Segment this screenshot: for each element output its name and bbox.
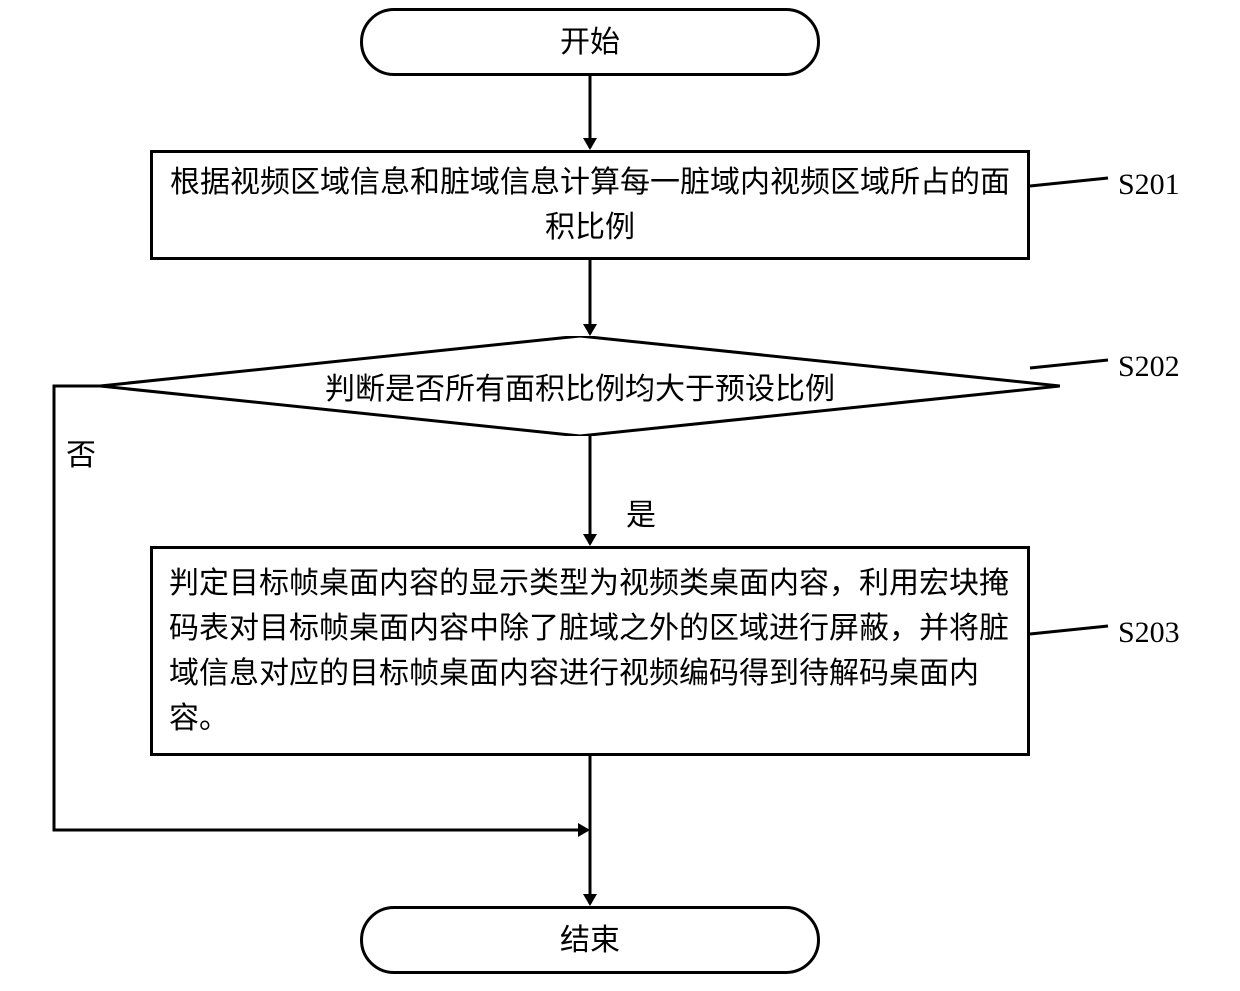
end-label: 结束 [560,918,620,963]
start-node: 开始 [360,8,820,76]
s201-node: 根据视频区域信息和脏域信息计算每一脏域内视频区域所占的面积比例 [150,150,1030,260]
end-node: 结束 [360,906,820,974]
s203-node: 判定目标帧桌面内容的显示类型为视频类桌面内容，利用宏块掩码表对目标帧桌面内容中除… [150,546,1030,756]
s202-node: 判断是否所有面积比例均大于预设比例 [100,336,1060,436]
s201-label: S201 [1118,168,1180,202]
edges-svg [0,0,1240,991]
label-connector-s203 [1030,626,1108,634]
s202-text-wrap: 判断是否所有面积比例均大于预设比例 [100,336,1060,436]
s202-text: 判断是否所有面积比例均大于预设比例 [325,364,835,408]
s201-text: 根据视频区域信息和脏域信息计算每一脏域内视频区域所占的面积比例 [169,160,1011,250]
edge-label-no: 否 [66,430,96,474]
s203-text: 判定目标帧桌面内容的显示类型为视频类桌面内容，利用宏块掩码表对目标帧桌面内容中除… [169,561,1011,741]
start-label: 开始 [560,20,620,65]
edge-label-yes: 是 [626,490,656,534]
s203-label: S203 [1118,616,1180,650]
label-connector-s201 [1030,178,1108,186]
flowchart-container: 开始 根据视频区域信息和脏域信息计算每一脏域内视频区域所占的面积比例 S201 … [0,0,1240,991]
s202-label: S202 [1118,350,1180,384]
